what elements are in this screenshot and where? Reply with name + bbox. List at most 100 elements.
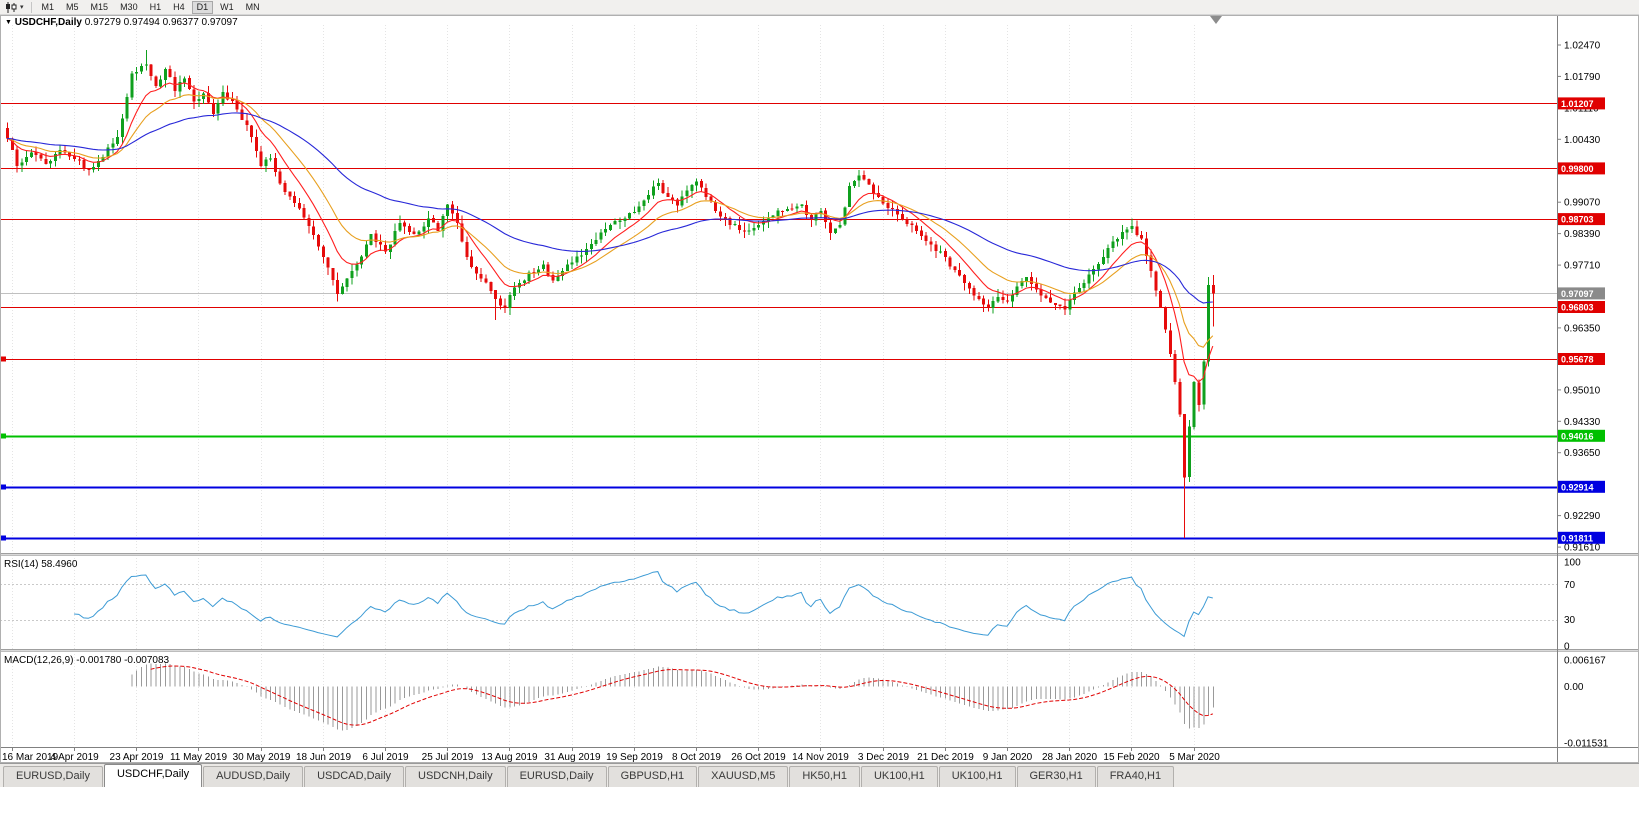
- svg-text:-0.011531: -0.011531: [1564, 739, 1609, 750]
- svg-text:0.91811: 0.91811: [1561, 533, 1593, 543]
- svg-text:70: 70: [1564, 580, 1576, 591]
- svg-text:26 Oct 2019: 26 Oct 2019: [731, 752, 786, 763]
- price-level-labels: 1.01207 0.99800 0.98703 0.96803 0.95678 0.940…: [1558, 97, 1605, 544]
- svg-text:28 Jan 2020: 28 Jan 2020: [1042, 752, 1097, 763]
- timeframe-button-m30[interactable]: M30: [115, 1, 143, 14]
- timeframe-button-m1[interactable]: M1: [37, 1, 60, 14]
- svg-text:3 Dec 2019: 3 Dec 2019: [858, 752, 910, 763]
- svg-text:0.93650: 0.93650: [1564, 448, 1601, 459]
- svg-text:0.95010: 0.95010: [1564, 385, 1601, 396]
- timeframe-button-d1[interactable]: D1: [191, 0, 214, 14]
- chart-type-dropdown-arrow[interactable]: ▾: [20, 4, 24, 11]
- svg-text:11 May 2019: 11 May 2019: [170, 752, 228, 763]
- svg-text:25 Jul 2019: 25 Jul 2019: [422, 752, 474, 763]
- svg-text:0.95678: 0.95678: [1561, 355, 1594, 365]
- svg-text:0.99800: 0.99800: [1561, 164, 1594, 174]
- chart-tab-9[interactable]: UK100,H1: [860, 766, 938, 787]
- svg-text:0.00: 0.00: [1564, 682, 1584, 693]
- rsi-axis[interactable]: 100 70 30 0: [1564, 558, 1581, 653]
- svg-text:0.97097: 0.97097: [1561, 289, 1594, 299]
- svg-text:30 May 2019: 30 May 2019: [233, 752, 291, 763]
- svg-text:0.98390: 0.98390: [1564, 229, 1601, 240]
- svg-text:14 Nov 2019: 14 Nov 2019: [792, 752, 849, 763]
- chart-shift-marker: [1210, 16, 1222, 24]
- svg-text:0.91610: 0.91610: [1564, 543, 1601, 554]
- chart-tab-6[interactable]: GBPUSD,H1: [607, 766, 698, 787]
- svg-text:0.96350: 0.96350: [1564, 323, 1601, 334]
- svg-text:31 Aug 2019: 31 Aug 2019: [544, 752, 601, 763]
- svg-text:21 Dec 2019: 21 Dec 2019: [917, 752, 974, 763]
- svg-text:23 Apr 2019: 23 Apr 2019: [110, 752, 164, 763]
- timeframe-button-h1[interactable]: H1: [145, 1, 167, 14]
- pane-separators[interactable]: [0, 553, 1639, 652]
- svg-text:0.96803: 0.96803: [1561, 303, 1594, 313]
- macd-indicator-label: MACD(12,26,9): [4, 655, 74, 666]
- svg-text:100: 100: [1564, 558, 1581, 569]
- grid-lines: [12, 25, 1195, 747]
- chart-tab-3[interactable]: USDCAD,Daily: [304, 766, 405, 787]
- macd-signal-line: [150, 665, 1213, 726]
- chart-tab-4[interactable]: USDCNH,Daily: [405, 766, 506, 787]
- chart-tab-10[interactable]: UK100,H1: [938, 766, 1016, 787]
- chart-collapse-icon[interactable]: ▼: [5, 19, 12, 26]
- macd-title: MACD(12,26,9) -0.001780 -0.007083: [4, 655, 169, 666]
- svg-text:13 Aug 2019: 13 Aug 2019: [481, 752, 538, 763]
- chart-tab-12[interactable]: FRA40,H1: [1096, 766, 1175, 787]
- moving-averages: [6, 82, 1214, 383]
- chart-background: [0, 15, 1639, 763]
- chart-tab-7[interactable]: XAUUSD,M5: [698, 766, 789, 787]
- rsi-indicator-value: 58.4960: [41, 559, 78, 570]
- chart-type-icon[interactable]: [5, 1, 17, 13]
- svg-text:19 Sep 2019: 19 Sep 2019: [606, 752, 663, 763]
- rsi-indicator-label: RSI(14): [4, 559, 39, 570]
- timeframe-button-w1[interactable]: W1: [215, 1, 239, 14]
- macd-histogram: [131, 663, 1214, 731]
- svg-text:0.92290: 0.92290: [1564, 511, 1601, 522]
- toolbar-separator: [30, 1, 32, 13]
- svg-text:1.01790: 1.01790: [1564, 72, 1601, 83]
- timeframe-toolbar: ▾ M1 M5 M15 M30 H1 H4 D1 W1 MN: [0, 0, 1639, 15]
- chart-canvas[interactable]: 1.024701.017901.011101.004300.990700.983…: [0, 15, 1639, 763]
- svg-text:9 Jan 2020: 9 Jan 2020: [983, 752, 1033, 763]
- svg-text:4 Apr 2019: 4 Apr 2019: [50, 752, 99, 763]
- svg-text:0.98703: 0.98703: [1561, 215, 1594, 225]
- svg-text:1.01207: 1.01207: [1561, 99, 1594, 109]
- rsi-level-lines: [0, 584, 1557, 621]
- svg-text:0.99070: 0.99070: [1564, 198, 1601, 209]
- chart-tab-11[interactable]: GER30,H1: [1016, 766, 1096, 787]
- chart-symbol-label: USDCHF,Daily: [14, 17, 82, 28]
- rsi-line: [73, 571, 1213, 638]
- chart-tab-5[interactable]: EURUSD,Daily: [506, 766, 607, 787]
- support-resistance-lines[interactable]: [0, 103, 1557, 541]
- timeframe-button-mn[interactable]: MN: [241, 1, 265, 14]
- chart-window[interactable]: 1.024701.017901.011101.004300.990700.983…: [0, 15, 1639, 763]
- chart-ohlc-values: 0.97279 0.97494 0.96377 0.97097: [84, 17, 238, 28]
- svg-text:0.94016: 0.94016: [1561, 431, 1594, 441]
- chart-tab-0[interactable]: EURUSD,Daily: [3, 766, 103, 787]
- svg-text:0: 0: [1564, 642, 1570, 653]
- timeframe-buttons: M1 M5 M15 M30 H1 H4 D1 W1 MN: [37, 0, 265, 14]
- timeframe-button-h4[interactable]: H4: [168, 1, 190, 14]
- svg-text:0.94330: 0.94330: [1564, 417, 1601, 428]
- chart-tab-2[interactable]: AUDUSD,Daily: [203, 766, 304, 787]
- svg-text:1.02470: 1.02470: [1564, 41, 1601, 52]
- svg-text:1.00430: 1.00430: [1564, 135, 1601, 146]
- svg-text:0.97710: 0.97710: [1564, 261, 1601, 272]
- svg-text:5 Mar 2020: 5 Mar 2020: [1169, 752, 1220, 763]
- timeframe-button-m15[interactable]: M15: [86, 1, 114, 14]
- svg-text:0.92914: 0.92914: [1561, 482, 1594, 492]
- macd-axis[interactable]: 0.006167 0.00 -0.011531: [1564, 656, 1609, 750]
- rsi-title: RSI(14) 58.4960: [4, 559, 77, 570]
- chart-title: ▼ USDCHF,Daily 0.97279 0.97494 0.96377 0…: [5, 17, 238, 28]
- chart-tab-1[interactable]: USDCHF,Daily: [103, 764, 203, 787]
- svg-text:16 Mar 2019: 16 Mar 2019: [2, 752, 59, 763]
- chart-tab-8[interactable]: HK50,H1: [789, 766, 860, 787]
- chart-tab-bar: EURUSD,Daily USDCHF,Daily AUDUSD,Daily USDC…: [0, 763, 1639, 787]
- svg-text:6 Jul 2019: 6 Jul 2019: [362, 752, 409, 763]
- svg-text:0.006167: 0.006167: [1564, 656, 1606, 667]
- timeframe-button-m5[interactable]: M5: [61, 1, 84, 14]
- svg-text:15 Feb 2020: 15 Feb 2020: [1103, 752, 1160, 763]
- macd-indicator-value: -0.001780 -0.007083: [76, 655, 170, 666]
